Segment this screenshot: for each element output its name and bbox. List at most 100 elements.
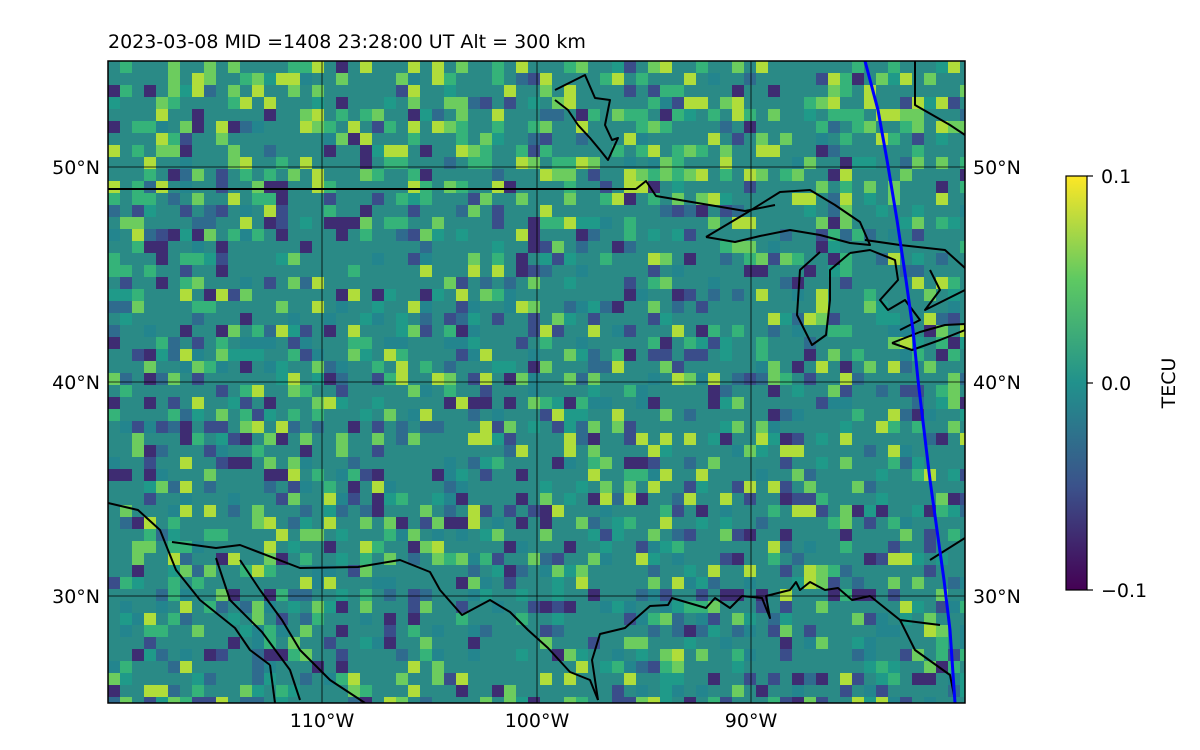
- tec-pixel: [900, 529, 912, 541]
- tec-pixel: [948, 601, 960, 613]
- tec-pixel: [144, 349, 156, 361]
- tec-pixel: [480, 277, 492, 289]
- tec-pixel: [660, 505, 672, 517]
- tec-pixel: [840, 85, 852, 97]
- tec-pixel: [624, 277, 636, 289]
- tec-pixel: [960, 673, 965, 685]
- tec-pixel: [144, 193, 156, 205]
- tec-pixel: [456, 517, 468, 529]
- tec-pixel: [204, 73, 216, 85]
- tec-pixel: [684, 577, 696, 589]
- tec-pixel: [720, 157, 732, 169]
- tec-pixel: [492, 313, 504, 325]
- tec-pixel: [108, 265, 120, 277]
- tec-pixel: [300, 553, 312, 565]
- tec-pixel: [768, 553, 780, 565]
- tec-pixel: [960, 169, 965, 181]
- tec-pixel: [144, 493, 156, 505]
- tec-pixel: [960, 505, 965, 517]
- tec-pixel: [336, 601, 348, 613]
- tec-pixel: [276, 433, 288, 445]
- tec-pixel: [636, 637, 648, 649]
- tec-pixel: [108, 253, 120, 265]
- tec-pixel: [192, 337, 204, 349]
- tec-pixel: [840, 421, 852, 433]
- tec-pixel: [228, 553, 240, 565]
- tec-pixel: [924, 697, 936, 703]
- tec-pixel: [660, 97, 672, 109]
- tec-pixel: [384, 373, 396, 385]
- tec-pixel: [768, 697, 780, 703]
- tec-pixel: [432, 121, 444, 133]
- tec-pixel: [144, 529, 156, 541]
- tec-pixel: [816, 601, 828, 613]
- tec-pixel: [432, 493, 444, 505]
- tec-pixel: [384, 157, 396, 169]
- tec-pixel: [108, 685, 120, 697]
- tec-pixel: [252, 565, 264, 577]
- tec-pixel: [660, 121, 672, 133]
- tec-pixel: [564, 409, 576, 421]
- colorbar-gradient: [1065, 175, 1088, 591]
- tec-pixel: [876, 301, 888, 313]
- tec-pixel: [528, 301, 540, 313]
- tec-pixel: [588, 529, 600, 541]
- tec-pixel: [264, 205, 276, 217]
- tec-pixel: [792, 253, 804, 265]
- tec-pixel: [372, 421, 384, 433]
- tec-pixel: [924, 313, 936, 325]
- tec-pixel: [348, 121, 360, 133]
- tec-pixel: [588, 433, 600, 445]
- tec-pixel: [180, 133, 192, 145]
- tec-pixel: [648, 277, 660, 289]
- tec-pixel: [144, 85, 156, 97]
- tec-pixel: [216, 601, 228, 613]
- tec-pixel: [276, 157, 288, 169]
- tec-pixel: [408, 385, 420, 397]
- tec-pixel: [504, 361, 516, 373]
- tec-pixel: [624, 457, 636, 469]
- tec-pixel: [828, 217, 840, 229]
- tec-pixel: [120, 277, 132, 289]
- tec-pixel: [828, 589, 840, 601]
- tec-pixel: [468, 625, 480, 637]
- tec-pixel: [588, 157, 600, 169]
- tec-pixel: [216, 385, 228, 397]
- tec-pixel: [588, 457, 600, 469]
- tec-pixel: [216, 421, 228, 433]
- tec-pixel: [384, 577, 396, 589]
- tec-pixel: [192, 541, 204, 553]
- tec-pixel: [240, 121, 252, 133]
- tec-pixel: [936, 349, 948, 361]
- tec-pixel: [288, 85, 300, 97]
- tec-pixel: [792, 469, 804, 481]
- tec-pixel: [408, 181, 420, 193]
- tec-pixel: [312, 109, 324, 121]
- tec-pixel: [588, 445, 600, 457]
- tec-pixel: [468, 349, 480, 361]
- tec-pixel: [888, 325, 900, 337]
- tec-pixel: [360, 541, 372, 553]
- tec-pixel: [228, 637, 240, 649]
- tec-pixel: [372, 313, 384, 325]
- tec-pixel: [252, 505, 264, 517]
- tec-pixel: [168, 409, 180, 421]
- lat-label-right-30n: 30°N: [973, 586, 1021, 608]
- tec-pixel: [576, 337, 588, 349]
- tec-pixel: [648, 253, 660, 265]
- tec-pixel: [504, 85, 516, 97]
- tec-pixel: [324, 133, 336, 145]
- tec-pixel: [780, 637, 792, 649]
- tec-pixel: [300, 457, 312, 469]
- tec-pixel: [432, 373, 444, 385]
- tec-pixel: [648, 457, 660, 469]
- tec-pixel: [744, 649, 756, 661]
- tec-pixel: [312, 277, 324, 289]
- tec-pixel: [468, 157, 480, 169]
- tec-pixel: [504, 289, 516, 301]
- tec-pixel: [948, 385, 960, 397]
- tec-pixel: [564, 61, 576, 73]
- tec-pixel: [528, 265, 540, 277]
- tec-pixel: [492, 421, 504, 433]
- tec-pixel: [888, 541, 900, 553]
